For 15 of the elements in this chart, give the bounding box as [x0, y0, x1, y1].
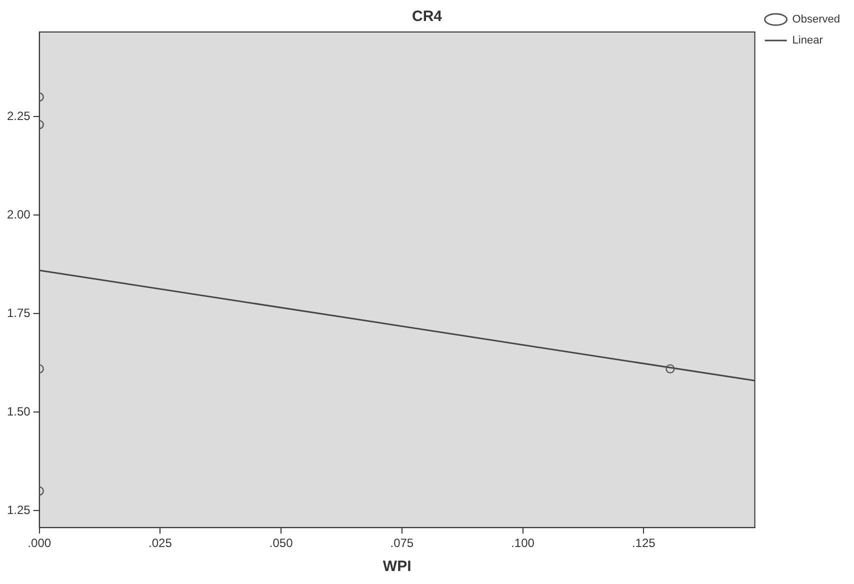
y-tick-label: 1.50 — [6, 404, 31, 418]
x-tick-label: .025 — [148, 536, 172, 550]
y-tick-label: 2.25 — [6, 109, 31, 124]
legend-label: Observed — [792, 14, 840, 26]
x-axis-title: WPI — [382, 558, 412, 576]
y-tick-label: 2.00 — [6, 208, 31, 222]
x-tick-label: .000 — [28, 536, 52, 550]
chart-title: CR4 — [412, 8, 443, 26]
x-tick-label: .050 — [269, 536, 294, 550]
legend-label: Linear — [792, 34, 824, 47]
x-tick-label: .100 — [511, 536, 535, 550]
y-tick-label: 1.25 — [6, 502, 31, 517]
x-tick-label: .125 — [632, 536, 656, 550]
y-tick-label: 1.75 — [6, 306, 31, 320]
x-tick-label: .075 — [390, 536, 414, 550]
